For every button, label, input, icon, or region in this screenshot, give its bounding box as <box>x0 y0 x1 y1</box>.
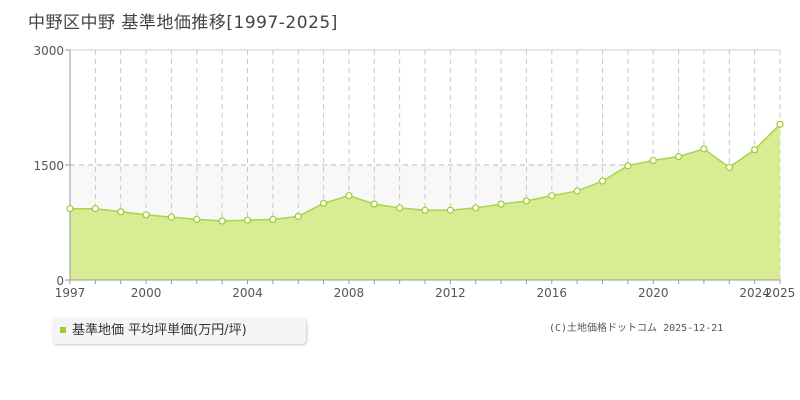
data-point-2008 <box>345 192 353 200</box>
data-point-2002 <box>193 215 201 224</box>
x-tick-label-2008: 2008 <box>334 286 365 300</box>
data-point-2009 <box>370 200 378 208</box>
data-points <box>66 120 784 225</box>
data-point-2003 <box>218 217 226 225</box>
data-point-2018 <box>598 177 607 185</box>
x-tick-label-1997: 1997 <box>55 286 86 300</box>
data-point-2010 <box>396 204 404 212</box>
data-point-2019 <box>624 162 632 170</box>
data-point-2011 <box>421 206 429 214</box>
data-point-2007 <box>319 199 328 207</box>
x-tick-label-2012: 2012 <box>435 286 466 300</box>
data-point-2006 <box>294 212 302 220</box>
legend-swatch-icon <box>60 326 66 333</box>
data-point-2005 <box>269 215 277 224</box>
y-tick-label-1500: 1500 <box>33 159 64 173</box>
data-point-2021 <box>674 152 683 161</box>
y-tick-label-0: 0 <box>56 274 64 288</box>
legend: 基準地価 平均坪単価(万円/坪) <box>52 318 306 344</box>
data-point-2016 <box>548 192 556 200</box>
y-tick-labels: 0 1500 3000 <box>33 44 64 288</box>
data-point-2017 <box>573 187 581 195</box>
x-tick-label-2016: 2016 <box>537 286 568 300</box>
data-point-1997 <box>66 205 74 213</box>
x-tick-label-2024: 2024 <box>739 286 770 300</box>
legend-label: 基準地価 平均坪単価(万円/坪) <box>72 323 247 338</box>
data-point-2012 <box>446 206 454 214</box>
axes <box>65 49 781 284</box>
x-tick-label-2025: 2025 <box>765 286 796 300</box>
data-point-2020 <box>649 156 657 164</box>
data-point-2014 <box>497 200 505 208</box>
data-point-2015 <box>522 197 531 205</box>
data-point-2023 <box>725 163 733 171</box>
y-tick-label-3000: 3000 <box>33 44 64 58</box>
data-point-2025 <box>776 120 784 128</box>
data-point-1998 <box>91 205 99 213</box>
data-point-1999 <box>117 208 125 216</box>
data-point-2000 <box>142 211 150 219</box>
data-point-2004 <box>243 216 252 224</box>
data-point-2022 <box>700 145 708 153</box>
data-point-2001 <box>167 213 176 221</box>
data-point-2013 <box>472 204 480 212</box>
copyright-text: (C)土地価格ドットコム 2025-12-21 <box>549 323 724 334</box>
data-point-2024 <box>751 146 759 154</box>
x-tick-label-2004: 2004 <box>232 286 263 300</box>
x-tick-label-2020: 2020 <box>638 286 669 300</box>
x-tick-label-2000: 2000 <box>131 286 162 300</box>
series-area <box>70 124 780 280</box>
chart-title: 中野区中野 基準地価推移[1997-2025] <box>28 13 338 33</box>
